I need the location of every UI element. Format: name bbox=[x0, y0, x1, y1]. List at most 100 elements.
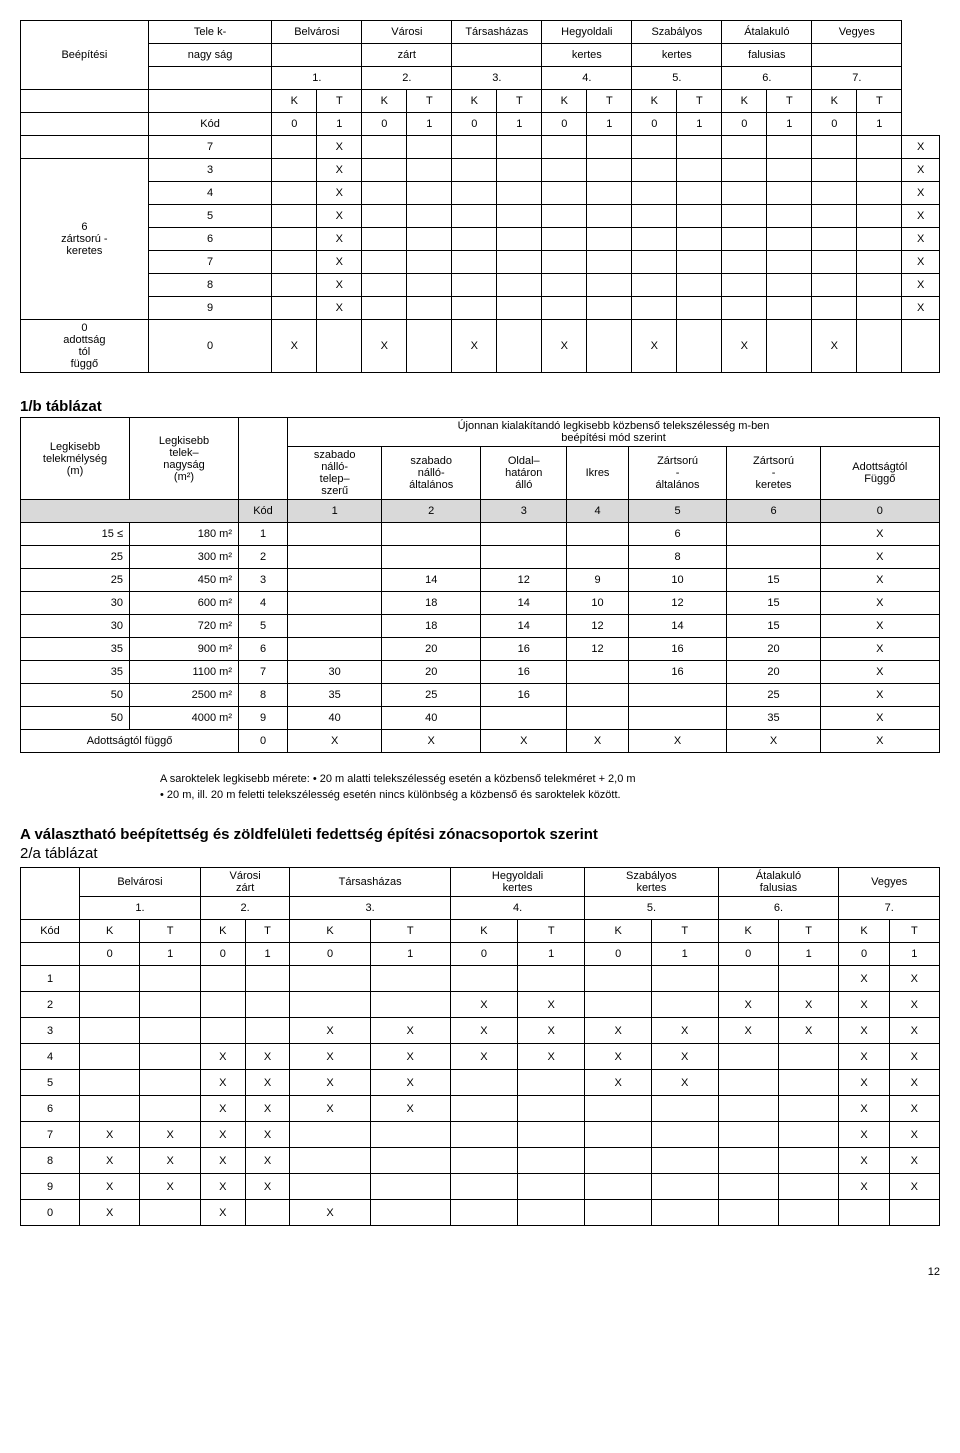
cell: X bbox=[778, 992, 838, 1018]
cell: X bbox=[370, 1044, 450, 1070]
cell bbox=[272, 159, 317, 182]
cell bbox=[272, 251, 317, 274]
cell bbox=[288, 546, 382, 569]
cell: X bbox=[140, 1174, 200, 1200]
cell bbox=[722, 274, 767, 297]
cell bbox=[452, 182, 497, 205]
cell bbox=[362, 159, 407, 182]
cell bbox=[677, 182, 722, 205]
cell bbox=[727, 523, 820, 546]
cell: X bbox=[820, 661, 939, 684]
cell bbox=[407, 205, 452, 228]
t1-h-2: Városi bbox=[362, 21, 452, 44]
cell: T bbox=[778, 920, 838, 943]
cell: 1 bbox=[767, 113, 812, 136]
cell: K bbox=[812, 90, 857, 113]
cell: 15 bbox=[727, 615, 820, 638]
cell: 1 bbox=[407, 113, 452, 136]
cell: X bbox=[889, 992, 939, 1018]
cell: 0 bbox=[812, 113, 857, 136]
cell: X bbox=[200, 1174, 245, 1200]
cell bbox=[632, 228, 677, 251]
cell: X bbox=[820, 615, 939, 638]
cell: Zártsorú - keretes bbox=[727, 447, 820, 500]
cell: X bbox=[889, 1148, 939, 1174]
cell: T bbox=[407, 90, 452, 113]
table-1: Beépítési Tele k- Belvárosi Városi Társa… bbox=[20, 20, 940, 373]
cell: K bbox=[542, 90, 587, 113]
cell: X bbox=[820, 592, 939, 615]
cell bbox=[585, 1148, 652, 1174]
cell: 35 bbox=[727, 707, 820, 730]
cell bbox=[857, 228, 902, 251]
cell: X bbox=[362, 320, 407, 373]
cell bbox=[812, 297, 857, 320]
cell bbox=[245, 966, 290, 992]
cell bbox=[812, 136, 857, 159]
cell bbox=[718, 1070, 778, 1096]
cell bbox=[587, 274, 632, 297]
cell bbox=[727, 546, 820, 569]
cell bbox=[407, 136, 452, 159]
cell: 25 bbox=[727, 684, 820, 707]
cell bbox=[542, 297, 587, 320]
cell bbox=[632, 159, 677, 182]
t1b-banner: Újonnan kialakítandó legkisebb közbenső … bbox=[288, 418, 940, 447]
cell: 1 bbox=[518, 943, 585, 966]
cell bbox=[632, 251, 677, 274]
cell bbox=[542, 182, 587, 205]
cell: X bbox=[200, 1096, 245, 1122]
cell: 16 bbox=[481, 638, 567, 661]
cell: 1 bbox=[497, 113, 542, 136]
cell: 0 bbox=[718, 943, 778, 966]
cell: X bbox=[820, 730, 939, 753]
cell bbox=[370, 966, 450, 992]
cell: 12 bbox=[628, 592, 727, 615]
cell bbox=[857, 159, 902, 182]
cell: K bbox=[718, 920, 778, 943]
cell bbox=[272, 228, 317, 251]
cell: 6 zártsorú - keretes bbox=[21, 159, 149, 320]
cell: X bbox=[902, 274, 940, 297]
cell bbox=[587, 205, 632, 228]
cell bbox=[452, 205, 497, 228]
cell: 4 bbox=[148, 182, 272, 205]
cell: X bbox=[902, 228, 940, 251]
cell bbox=[767, 182, 812, 205]
cell: 8 bbox=[239, 684, 288, 707]
cell: X bbox=[839, 1070, 889, 1096]
cell bbox=[839, 1200, 889, 1226]
cell bbox=[767, 228, 812, 251]
cell: X bbox=[889, 966, 939, 992]
cell: K bbox=[585, 920, 652, 943]
cell bbox=[677, 320, 722, 373]
cell bbox=[778, 966, 838, 992]
cell bbox=[587, 159, 632, 182]
cell bbox=[450, 1096, 517, 1122]
cell: 4 bbox=[567, 500, 628, 523]
cell: X bbox=[290, 1096, 370, 1122]
cell bbox=[632, 205, 677, 228]
cell bbox=[718, 1096, 778, 1122]
cell bbox=[290, 966, 370, 992]
cell: 4 bbox=[21, 1044, 80, 1070]
cell: Zártsorú - általános bbox=[628, 447, 727, 500]
cell: 14 bbox=[382, 569, 481, 592]
cell bbox=[722, 297, 767, 320]
cell bbox=[497, 136, 542, 159]
cell: X bbox=[820, 684, 939, 707]
cell bbox=[677, 297, 722, 320]
cell bbox=[518, 1122, 585, 1148]
t1-h-4: Hegyoldali bbox=[542, 21, 632, 44]
cell: K bbox=[450, 920, 517, 943]
cell: X bbox=[370, 1096, 450, 1122]
cell: X bbox=[317, 251, 362, 274]
cell bbox=[200, 966, 245, 992]
cell: X bbox=[839, 1174, 889, 1200]
cell bbox=[407, 228, 452, 251]
cell: X bbox=[585, 1044, 652, 1070]
heading-2a: A választható beépítettség és zöldfelüle… bbox=[20, 826, 940, 843]
cell bbox=[587, 136, 632, 159]
cell: 1 bbox=[317, 113, 362, 136]
cell bbox=[718, 1148, 778, 1174]
